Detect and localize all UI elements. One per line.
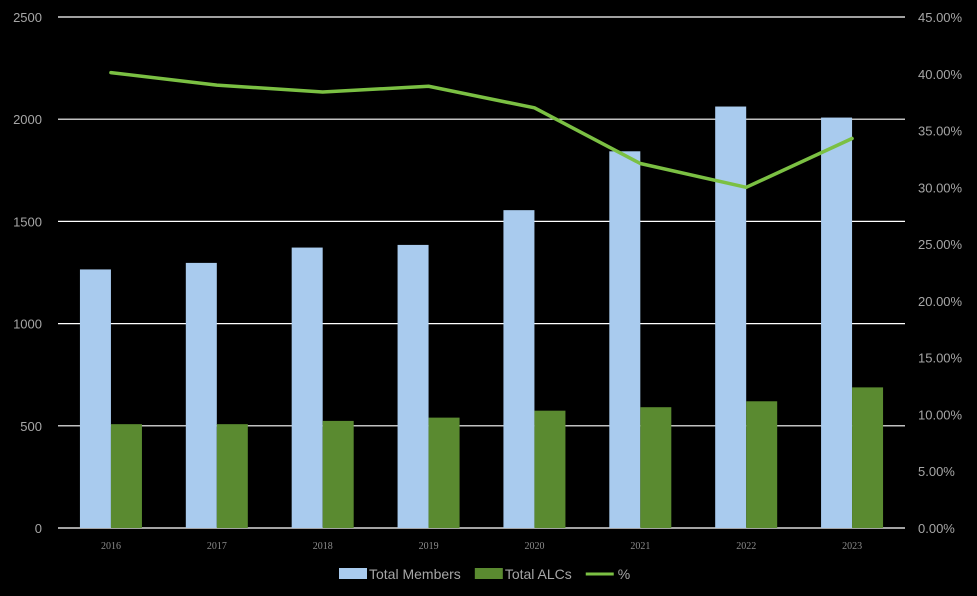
bar-total-members <box>291 247 323 528</box>
bar-total-members <box>609 151 641 528</box>
x-tick-label: 2022 <box>736 541 756 552</box>
x-tick-label: 2016 <box>101 541 121 552</box>
right-tick-label: 35.00% <box>918 124 963 139</box>
bar-total-members <box>397 244 429 528</box>
right-tick-label: 5.00% <box>918 464 955 479</box>
bar-total-alcs <box>534 410 566 528</box>
left-tick-label: 500 <box>20 419 42 434</box>
legend-label: Total ALCs <box>505 566 572 582</box>
legend-swatch <box>474 568 503 579</box>
right-tick-label: 10.00% <box>918 407 963 422</box>
line-percent <box>109 70 854 190</box>
bar-total-alcs <box>322 420 354 528</box>
bar-total-alcs <box>216 424 248 528</box>
right-tick-label: 20.00% <box>918 294 963 309</box>
legend: Total Members Total ALCs% <box>339 566 630 582</box>
legend-label: % <box>618 566 630 582</box>
legend-label: Total Members <box>369 566 461 582</box>
x-tick-label: 2019 <box>419 541 439 552</box>
legend-item: Total Members <box>339 566 461 582</box>
bar-total-alcs <box>746 401 778 528</box>
left-tick-label: 1000 <box>13 317 42 332</box>
bar-total-alcs <box>852 387 884 528</box>
bar-total-members <box>185 262 217 528</box>
x-tick-label: 2020 <box>524 541 544 552</box>
left-tick-label: 1500 <box>13 214 42 229</box>
left-tick-label: 2000 <box>13 112 42 127</box>
bar-series <box>79 106 884 529</box>
legend-item: % <box>585 566 630 582</box>
line-series <box>109 70 854 190</box>
bar-total-members <box>715 106 747 529</box>
bar-total-members <box>821 117 853 529</box>
x-tick-label: 2017 <box>207 541 227 552</box>
x-tick-label: 2021 <box>630 541 650 552</box>
right-tick-label: 45.00% <box>918 10 963 25</box>
bar-total-alcs <box>640 407 672 528</box>
x-tick-label: 2018 <box>313 541 333 552</box>
legend-item: Total ALCs <box>474 566 572 582</box>
bar-total-members <box>503 210 535 528</box>
right-axis-ticks: 0.00% 5.00% 10.00% 15.00% 20.00% 25.00% 30.00%… <box>918 10 963 536</box>
gridlines <box>58 16 905 529</box>
x-axis-ticks: 2016 2017 2018 2019 2020 2021 2022 2023 <box>101 541 862 552</box>
left-tick-label: 2500 <box>13 10 42 25</box>
x-tick-label: 2023 <box>842 541 862 552</box>
left-axis-ticks: 0 500 1000 1500 2000 2500 <box>13 10 42 536</box>
right-tick-label: 30.00% <box>918 180 963 195</box>
right-tick-label: 25.00% <box>918 237 963 252</box>
bar-total-alcs <box>110 424 142 528</box>
legend-swatch <box>339 568 367 579</box>
bar-total-alcs <box>428 417 460 528</box>
left-tick-label: 0 <box>35 521 42 536</box>
right-tick-label: 15.00% <box>918 351 963 366</box>
right-tick-label: 40.00% <box>918 67 963 82</box>
bar-total-members <box>79 269 111 528</box>
right-tick-label: 0.00% <box>918 521 955 536</box>
